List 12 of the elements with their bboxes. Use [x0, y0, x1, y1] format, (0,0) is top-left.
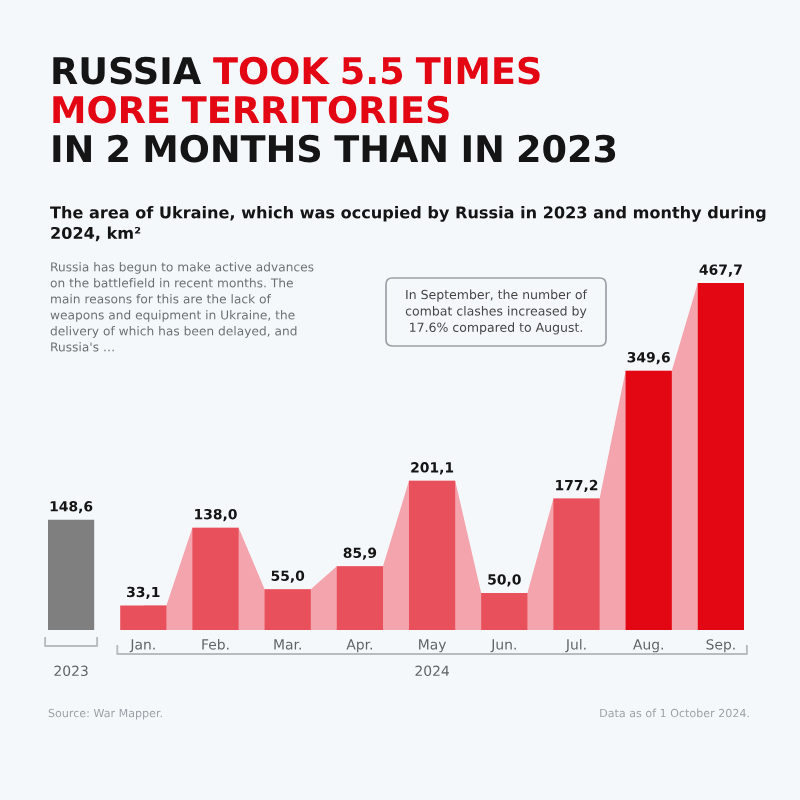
chart-title: RUSSIA TOOK 5.5 TIMES MORE TERRITORIES IN 2 MONTHS THAN IN 2023: [53, 56, 616, 163]
bar: [481, 592, 528, 630]
bar: [192, 527, 239, 630]
bar: [625, 370, 672, 630]
bar: [697, 283, 744, 630]
bar: [553, 498, 600, 630]
bar: [48, 519, 95, 630]
bar: [120, 605, 167, 630]
bar: [409, 480, 456, 630]
bar: [264, 589, 311, 630]
chart-subtitle: The area of Ukraine, which was occupied by Russia in 2023 and monthy during 2024, km²: [50, 206, 766, 242]
bar: [336, 566, 383, 630]
